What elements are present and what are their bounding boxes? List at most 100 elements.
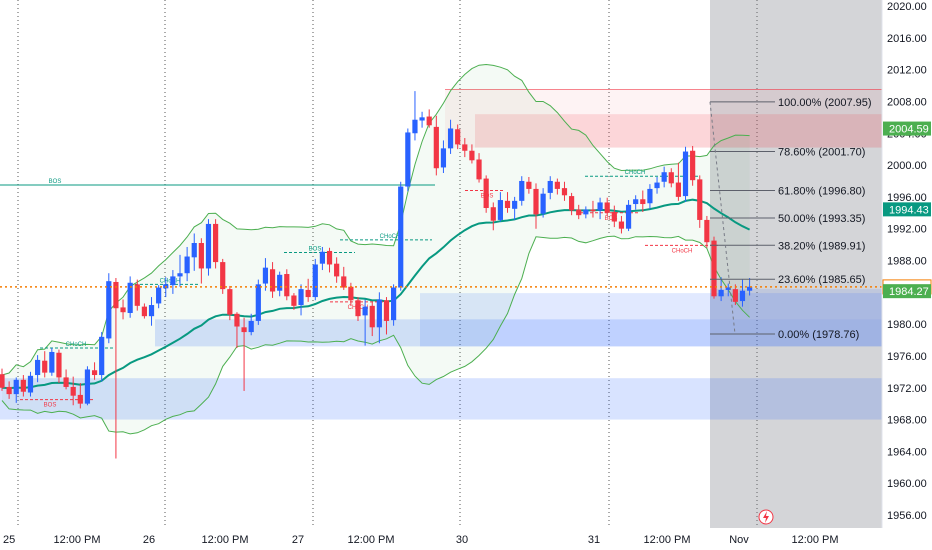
- x-tick-label: 12:00 PM: [643, 534, 690, 546]
- candle-body: [526, 181, 532, 189]
- candle-body: [661, 172, 667, 182]
- candle-body: [747, 286, 753, 291]
- candle-body: [20, 379, 26, 392]
- candle-body: [134, 284, 140, 306]
- x-tick-label: 31: [588, 534, 600, 546]
- fib-level-label: 0.00% (1978.76): [778, 329, 859, 341]
- candle-body: [583, 209, 589, 215]
- candle-body: [213, 223, 219, 263]
- candle-body: [625, 204, 632, 229]
- candle-body: [277, 274, 283, 291]
- y-tick-label: 2008.00: [887, 96, 927, 108]
- candle-body: [426, 116, 432, 126]
- candle-body: [120, 307, 126, 313]
- candle-body: [334, 263, 340, 277]
- candle-body: [248, 320, 254, 333]
- fib-level-label: 78.60% (2001.70): [778, 147, 865, 159]
- candle-body: [262, 267, 269, 284]
- structure-label: BOS: [605, 216, 618, 222]
- candle-body: [284, 274, 290, 297]
- supply-zone: [445, 89, 882, 148]
- candle-body: [355, 300, 361, 317]
- y-tick-label: 2016.00: [887, 33, 927, 45]
- candle-body: [177, 273, 183, 277]
- candle-body: [640, 199, 646, 205]
- y-tick-label: 2020.00: [887, 1, 927, 13]
- candle-body: [533, 188, 539, 215]
- candle-body: [561, 188, 568, 196]
- x-tick-label: 26: [143, 534, 155, 546]
- candle-body: [319, 251, 325, 264]
- candle-body: [326, 250, 333, 265]
- background-layer: [17, 0, 882, 528]
- candle-body: [604, 202, 610, 213]
- structure-label: CHoCH: [66, 342, 87, 348]
- bollinger-layer: [1, 63, 751, 435]
- y-tick-label: 1996.00: [887, 192, 927, 204]
- candle-body: [718, 289, 724, 297]
- fib-level-label: 100.00% (2007.95): [778, 97, 872, 109]
- candle-body: [0, 374, 5, 388]
- x-tick-label: 27: [292, 534, 304, 546]
- candle-body: [668, 172, 674, 184]
- x-tick-label: 12:00 PM: [201, 534, 248, 546]
- demand-zone: [710, 289, 882, 320]
- candle-body: [106, 281, 112, 339]
- candle-body: [35, 359, 41, 376]
- candle-body: [412, 119, 418, 134]
- fib-trend-line: [709, 101, 736, 335]
- y-tick-label: 1992.00: [887, 224, 927, 236]
- candle-body: [398, 186, 404, 288]
- candle-body: [369, 305, 375, 328]
- candle-body: [220, 262, 226, 290]
- candle-body: [476, 159, 482, 180]
- candle-body: [148, 305, 155, 317]
- candle-body: [198, 243, 204, 269]
- candle-body: [697, 179, 703, 220]
- candle-body: [63, 377, 69, 387]
- candle-body: [42, 360, 48, 373]
- y-tick-label: 1960.00: [887, 478, 927, 490]
- candle-body: [27, 375, 34, 393]
- candle-body: [540, 193, 546, 214]
- candle-body: [547, 180, 553, 193]
- candle-body: [241, 327, 247, 333]
- zones-layer: [0, 89, 882, 420]
- y-tick-label: 1980.00: [887, 319, 927, 331]
- candle-body: [269, 269, 276, 292]
- candle-body: [70, 386, 76, 396]
- bollinger-upper: [1, 63, 750, 376]
- candle-body: [141, 306, 147, 317]
- x-tick-label: 30: [456, 534, 468, 546]
- y-tick-label: 2012.00: [887, 65, 927, 77]
- candle-body: [362, 306, 368, 316]
- structure-label: BOS: [49, 179, 62, 185]
- y-tick-label: 1988.00: [887, 256, 927, 268]
- candle-body: [49, 351, 55, 373]
- candle-body: [234, 313, 240, 327]
- candle-body: [682, 151, 689, 197]
- time-axis: [0, 528, 882, 550]
- candle-body: [312, 264, 318, 298]
- candle-body: [156, 287, 162, 304]
- bollinger-fill: [2, 64, 750, 434]
- bollinger-upper-price-label: 2004.59: [889, 124, 929, 136]
- lightning-bolt-icon: [758, 509, 774, 525]
- candle-body: [711, 240, 717, 297]
- fib-level-label: 50.00% (1993.35): [778, 213, 865, 225]
- candle-body: [512, 200, 518, 209]
- ema-line: [1, 198, 751, 390]
- y-tick-label: 1972.00: [887, 383, 927, 395]
- candle-body: [490, 207, 496, 221]
- x-tick-label: 12:00 PM: [791, 534, 838, 546]
- candle-body: [127, 282, 133, 313]
- candle-body: [6, 386, 12, 395]
- candle-body: [576, 209, 582, 216]
- x-tick-label: 25: [3, 534, 15, 546]
- candle-body: [654, 182, 660, 189]
- candle-body: [170, 276, 176, 286]
- candle-body: [590, 209, 596, 212]
- candle-body: [91, 370, 98, 376]
- demand-zone: [0, 378, 882, 420]
